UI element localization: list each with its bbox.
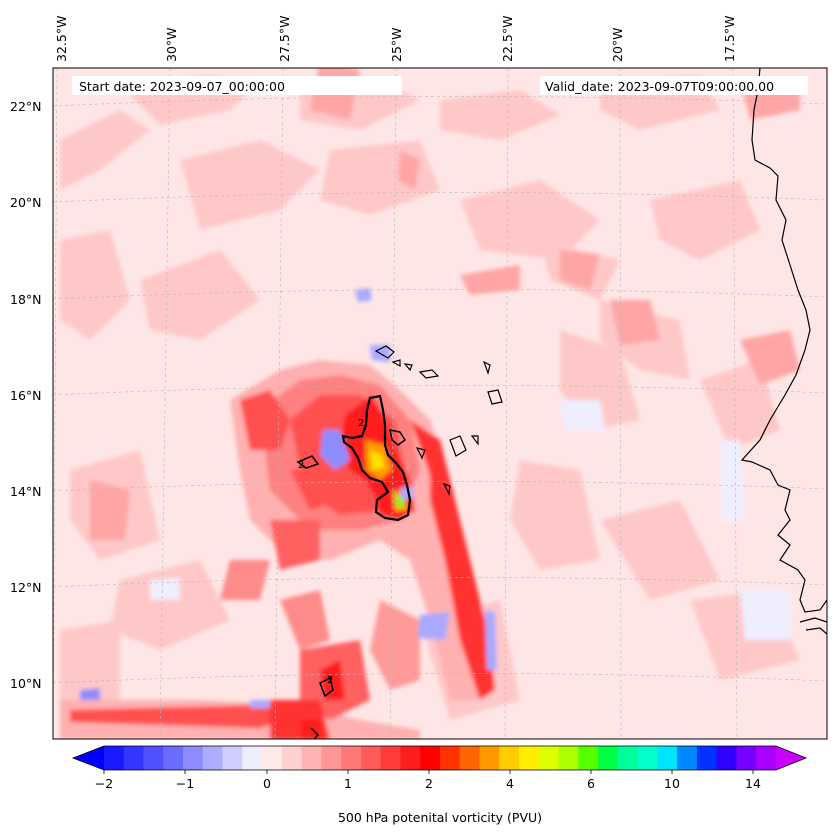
colorbar-segment: [163, 746, 184, 770]
colorbar-segment: [499, 746, 520, 770]
colorbar-tick-label: −2: [95, 776, 113, 791]
colorbar-segment: [440, 746, 461, 770]
start-date-box: [72, 76, 402, 95]
colorbar-segment: [696, 746, 718, 770]
colorbar-tick-label: 10: [664, 776, 680, 791]
lon-label: 25°W: [389, 27, 404, 62]
colorbar-segment: [380, 746, 401, 770]
map-area[interactable]: 2 2 2 Start date: 2023-09-07_00:00:00 Va…: [53, 60, 827, 740]
colorbar-segment: [341, 746, 362, 770]
colorbar-segment: [143, 746, 164, 770]
latitude-labels: 22°N 20°N 18°N 16°N 14°N 12°N 10°N: [10, 99, 42, 691]
lat-label: 20°N: [10, 195, 42, 210]
colorbar: −2 −1 0 1 2 4 6 10 14 500 hPa potenital vorticit…: [71, 745, 808, 825]
colorbar-segment: [222, 746, 243, 770]
map-frame: [52, 67, 828, 740]
lon-label: 27.5°W: [277, 16, 292, 62]
lon-label: 20°W: [610, 27, 625, 62]
lat-label: 14°N: [10, 484, 42, 499]
lat-label: 12°N: [10, 580, 42, 595]
colorbar-tick-label: 4: [506, 776, 514, 791]
colorbar-segment: [598, 746, 619, 770]
colorbar-segment: [262, 746, 283, 770]
lat-label: 22°N: [10, 99, 42, 114]
lat-label: 16°N: [10, 388, 42, 403]
valid-date-text: Valid_date: 2023-09-07T09:00:00.00: [545, 79, 774, 94]
colorbar-segment: [756, 746, 777, 770]
colorbar-segment: [104, 746, 125, 770]
colorbar-segment: [677, 746, 698, 770]
colorbar-tick-label: 6: [587, 776, 595, 791]
colorbar-segment: [637, 746, 658, 770]
graticule-gridlines: [53, 68, 827, 739]
coastlines: [374, 68, 827, 635]
pv-contour-label: 2: [298, 460, 304, 471]
colorbar-segment: [301, 746, 322, 770]
colorbar-tick-label: −1: [176, 776, 194, 791]
lon-label: 32.5°W: [54, 16, 69, 62]
colorbar-ticks: [103, 770, 754, 774]
colorbar-segment: [617, 746, 639, 770]
colorbar-title: 500 hPa potenital vorticity (PVU): [338, 810, 542, 825]
colorbar-segment: [281, 746, 303, 770]
colorbar-segment: [657, 746, 678, 770]
colorbar-segment: [123, 746, 144, 770]
lon-label: 22.5°W: [500, 16, 515, 62]
colorbar-segment: [420, 746, 441, 770]
lon-label: 17.5°W: [722, 16, 737, 62]
colorbar-tick-label: 2: [425, 776, 433, 791]
lat-label: 18°N: [10, 292, 42, 307]
pv-2-contour-lines: [296, 394, 412, 739]
colorbar-segment: [400, 746, 421, 770]
colorbar-tick-label: 0: [263, 776, 271, 791]
colorbar-tick-label: 1: [344, 776, 352, 791]
colorbar-over-arrow: [776, 746, 806, 770]
colorbar-segment: [558, 746, 579, 770]
colorbar-segment: [716, 746, 737, 770]
longitude-labels: 32.5°W 30°W 27.5°W 25°W 22.5°W 20°W 17.5…: [54, 16, 737, 62]
colorbar-segment: [202, 746, 223, 770]
pv-contour-label: 2: [358, 418, 364, 429]
colorbar-segment: [479, 746, 500, 770]
colorbar-under-arrow: [73, 746, 104, 770]
colorbar-segment: [459, 746, 480, 770]
colorbar-tick-label: 14: [745, 776, 761, 791]
colorbar-segment: [736, 746, 757, 770]
valid-date-box: [540, 76, 808, 95]
colorbar-segment: [360, 746, 382, 770]
start-date-text: Start date: 2023-09-07_00:00:00: [79, 79, 285, 94]
colorbar-segment: [242, 746, 263, 770]
colorbar-segment: [519, 746, 540, 770]
colorbar-segment: [538, 746, 559, 770]
lon-label: 30°W: [164, 27, 179, 62]
colorbar-segments: [104, 746, 777, 770]
colorbar-tick-labels: −2 −1 0 1 2 4 6 10 14: [95, 776, 761, 791]
pv-contour-label: 2: [327, 675, 333, 686]
colorbar-segment: [578, 746, 599, 770]
lat-label: 10°N: [10, 676, 42, 691]
colorbar-segment: [321, 746, 342, 770]
colorbar-segment: [183, 746, 204, 770]
